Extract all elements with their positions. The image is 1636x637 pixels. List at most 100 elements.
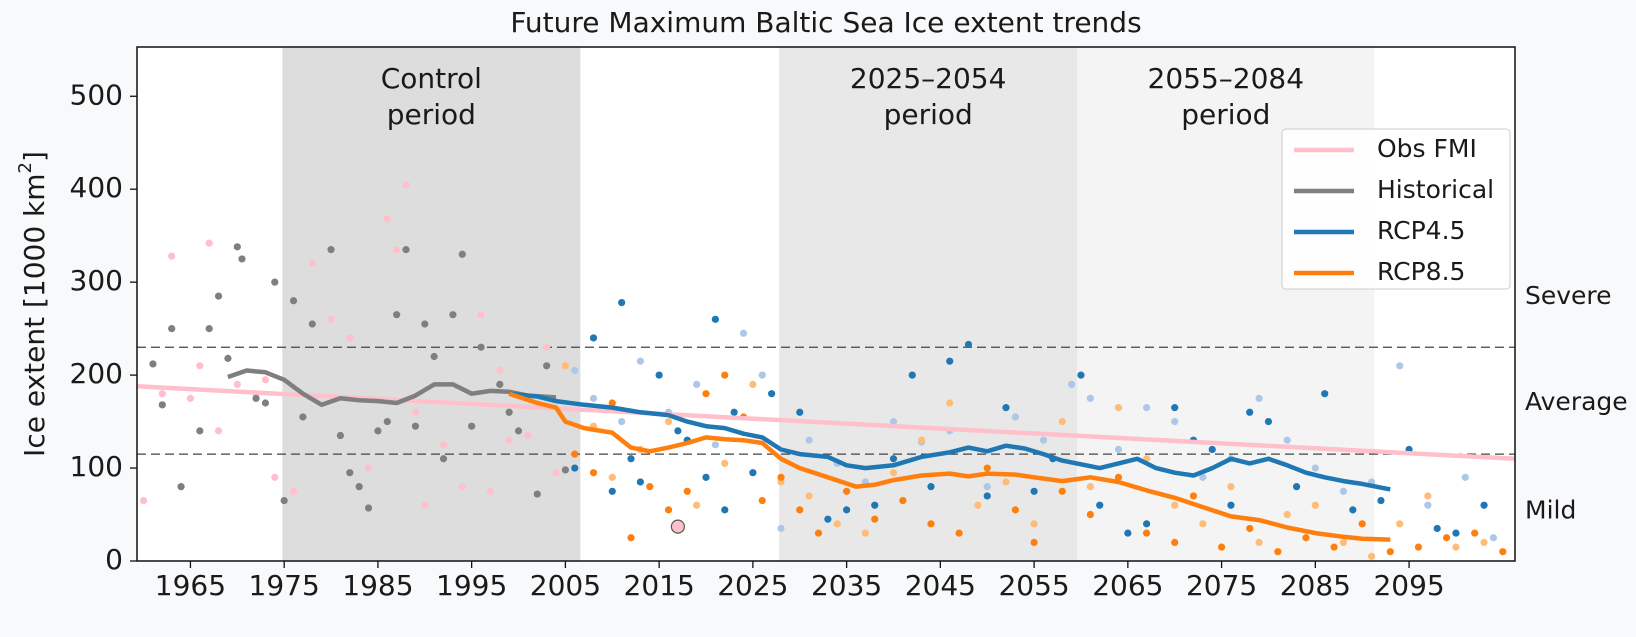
scatter-point: [861, 529, 869, 537]
y-axis-label-end: ]: [18, 151, 51, 162]
scatter-point: [1114, 473, 1123, 481]
scatter-point: [1077, 371, 1085, 379]
region-label: Severe: [1525, 281, 1612, 310]
scatter-point: [805, 492, 813, 500]
scatter-point: [721, 371, 729, 379]
y-tick-label: 0: [105, 543, 123, 576]
scatter-point: [561, 466, 569, 474]
scatter-point: [533, 490, 541, 498]
scatter-point: [439, 455, 448, 463]
scatter-point: [1199, 473, 1207, 481]
scatter-point: [561, 362, 569, 370]
scatter-point: [1086, 510, 1094, 519]
x-tick-label: 1965: [155, 569, 226, 602]
scatter-point: [1227, 483, 1235, 491]
scatter-point: [768, 390, 776, 398]
scatter-point: [749, 380, 757, 388]
y-axis-label-sup: 2: [15, 162, 36, 173]
scatter-point: [205, 239, 213, 247]
x-tick-label: 2055: [998, 569, 1069, 602]
scatter-point: [1011, 506, 1019, 514]
scatter-point: [496, 380, 504, 388]
scatter-point: [374, 427, 382, 435]
scatter-point: [711, 315, 719, 323]
scatter-point: [664, 506, 673, 514]
scatter-point: [1002, 478, 1010, 486]
period-label: Control period: [381, 62, 482, 131]
scatter-point: [1246, 408, 1254, 416]
scatter-point: [289, 487, 298, 495]
scatter-point: [1274, 548, 1282, 556]
scatter-point: [1283, 436, 1291, 444]
scatter-point: [1414, 543, 1423, 551]
scatter-point: [730, 408, 738, 416]
scatter-point: [289, 297, 298, 305]
scatter-point: [477, 343, 485, 351]
scatter-point: [430, 352, 438, 361]
scatter-point: [1396, 520, 1404, 528]
scatter-point: [1011, 413, 1019, 421]
scatter-point: [693, 501, 701, 509]
scatter-point: [843, 487, 851, 495]
scatter-point: [1489, 534, 1498, 542]
period-label: 2025–2054 period: [850, 62, 1007, 131]
scatter-point: [1377, 496, 1385, 505]
y-axis-label: Ice extent [1000 km2]: [15, 151, 51, 457]
scatter-point: [458, 250, 466, 258]
scatter-point: [1189, 492, 1198, 500]
scatter-point: [271, 278, 279, 286]
scatter-point: [543, 362, 551, 370]
x-tick-label: 2065: [1092, 569, 1163, 602]
scatter-point: [889, 469, 898, 477]
scatter-point: [664, 417, 673, 426]
y-tick-label: 300: [70, 264, 123, 297]
legend-label: RCP8.5: [1377, 257, 1465, 286]
scatter-point: [477, 311, 485, 319]
scatter-point: [543, 343, 551, 351]
scatter-point: [964, 340, 973, 349]
scatter-point: [618, 299, 626, 307]
x-tick-label: 2075: [1186, 569, 1257, 602]
scatter-point: [1246, 524, 1254, 533]
scatter-point: [1142, 404, 1151, 412]
scatter-point: [168, 252, 176, 260]
scatter-point: [1086, 394, 1094, 402]
scatter-point: [777, 524, 785, 533]
scatter-point: [1311, 501, 1319, 509]
scatter-point: [1321, 390, 1329, 398]
scatter-point: [702, 473, 710, 481]
scatter-point: [908, 371, 916, 379]
period-label-line: period: [1181, 98, 1270, 131]
scatter-point: [1302, 534, 1310, 542]
scatter-point: [1330, 543, 1338, 551]
scatter-point: [608, 399, 616, 407]
scatter-point: [711, 441, 719, 449]
scatter-point: [833, 520, 841, 528]
scatter-point: [1171, 501, 1179, 509]
scatter-point: [393, 311, 401, 319]
scatter-point: [383, 215, 391, 223]
scatter-point: [458, 483, 466, 491]
scatter-point: [1255, 394, 1263, 402]
series-line: [227, 368, 557, 408]
scatter-point: [308, 320, 316, 328]
scatter-point: [974, 501, 982, 509]
scatter-point: [271, 473, 279, 481]
scatter-point: [1339, 487, 1348, 495]
scatter-point: [1433, 524, 1441, 533]
scatter-point: [983, 464, 991, 472]
x-tick-label: 2035: [811, 569, 882, 602]
scatter-point: [1480, 501, 1488, 509]
scatter-point: [1471, 529, 1479, 537]
scatter-point: [927, 483, 935, 491]
scatter-point: [627, 534, 635, 542]
scatter-point: [233, 243, 241, 251]
series-line: [508, 391, 1391, 492]
scatter-point: [749, 469, 757, 477]
scatter-point: [1452, 543, 1460, 551]
scatter-point: [1499, 548, 1507, 556]
scatter-point: [693, 380, 701, 388]
scatter-point: [393, 246, 401, 254]
scatter-point: [1142, 520, 1151, 528]
